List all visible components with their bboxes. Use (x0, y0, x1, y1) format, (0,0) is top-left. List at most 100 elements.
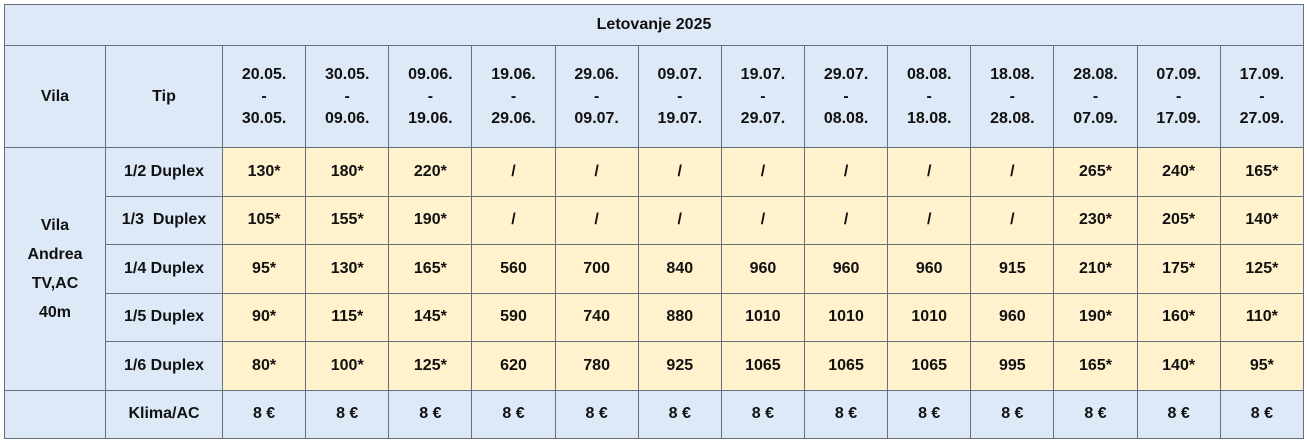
date-sep: - (593, 87, 600, 105)
date-to: 29.06. (491, 109, 536, 127)
price-cell: 190* (388, 195, 473, 245)
date-header: 29.06. - 09.07. (554, 45, 639, 148)
tip-cell: 1/6 Duplex (105, 341, 223, 391)
price-cell: / (471, 147, 556, 197)
date-from: 09.06. (408, 65, 453, 83)
price-cell: 130* (305, 244, 390, 294)
price-cell: 8 € (388, 389, 473, 439)
tip-cell: 1/2 Duplex (105, 147, 223, 197)
date-from: 20.05. (241, 65, 287, 83)
price-cell: 8 € (305, 389, 390, 439)
price-cell: 960 (887, 244, 972, 294)
date-header: 19.06. - 29.06. (471, 45, 556, 148)
price-cell: 115* (305, 292, 390, 342)
date-sep: - (1009, 87, 1015, 105)
price-cell: 1010 (887, 292, 972, 342)
date-from: 28.08. (1073, 65, 1118, 83)
price-cell: 8 € (554, 389, 639, 439)
price-cell: 8 € (887, 389, 972, 439)
header-row: Vila Tip 20.05. - 30.05. 30.05. - 09.06. 09.06. -… (4, 45, 1305, 148)
date-sep: - (843, 87, 849, 105)
price-cell: 880 (637, 292, 722, 342)
price-cell: 960 (970, 292, 1055, 342)
date-to: 19.07. (657, 109, 703, 127)
price-cell: / (887, 195, 972, 245)
price-cell: 240* (1136, 147, 1221, 197)
date-from: 29.06. (574, 65, 619, 83)
date-header: 09.07. - 19.07. (637, 45, 722, 148)
vila-line: Vila (40, 216, 70, 234)
price-cell: 8 € (970, 389, 1055, 439)
price-cell: 180* (305, 147, 390, 197)
tip-cell: 1/3 Duplex (105, 195, 223, 245)
date-from: 30.05. (324, 65, 370, 83)
tip-cell: 1/5 Duplex (105, 292, 223, 342)
table-title: Letovanje 2025 (3, 4, 1305, 46)
tip-cell: Klima/AC (105, 389, 223, 439)
data-row: 1/6 Duplex 80* 100* 125* 620 780 925 1065 1065 10… (5, 341, 1305, 391)
price-cell: / (803, 195, 889, 245)
data-row: Klima/AC 8 €8 €8 €8 €8 €8 €8 €8 €8 €8 €8 … (4, 389, 1305, 439)
price-cell: 915 (970, 244, 1055, 294)
price-cell: 1065 (720, 341, 805, 391)
price-cell: / (970, 147, 1055, 197)
data-row: 1/3 Duplex 105* 155* 190* / / / / / //230* 205* 140… (5, 195, 1305, 245)
date-header: 17.09. - 27.09. (1219, 45, 1305, 148)
price-cell: 960 (803, 244, 889, 294)
vila-header: Vila (4, 45, 106, 148)
price-cell: 165* (1053, 341, 1138, 391)
price-cell: 190* (1053, 292, 1138, 342)
vila-line: TV,AC (31, 274, 79, 292)
price-cell: 700 (554, 244, 639, 294)
date-header: 19.07. - 29.07. (720, 45, 805, 148)
price-cell: 130* (221, 147, 307, 197)
price-cell: 8 € (720, 389, 805, 439)
price-cell: 95* (1219, 341, 1305, 391)
date-to: 07.09. (1073, 109, 1118, 127)
date-sep: - (1092, 87, 1099, 105)
price-cell: 105* (221, 195, 307, 245)
data-row: Vila Andrea TV,AC 40m 1/2 Duplex 130* 180* 220*… (4, 147, 1305, 391)
date-header: 07.09. - 17.09. (1136, 45, 1221, 148)
price-cell: 140* (1136, 341, 1221, 391)
price-cell: 140* (1219, 195, 1305, 245)
date-to: 09.06. (324, 109, 370, 127)
price-cell: / (887, 147, 972, 197)
price-cell: / (970, 195, 1055, 245)
date-header: 20.05. - 30.05. (221, 45, 307, 148)
date-to: 19.06. (408, 109, 453, 127)
date-from: 18.08. (990, 65, 1035, 83)
price-cell: / (720, 147, 805, 197)
price-cell: 160* (1136, 292, 1221, 342)
price-cell: 8 € (1136, 389, 1221, 439)
price-cell: 8 € (803, 389, 889, 439)
date-to: 09.07. (574, 109, 619, 127)
price-cell: 165* (1219, 147, 1305, 197)
date-to: 28.08. (990, 109, 1035, 127)
price-cell: 80* (221, 341, 307, 391)
date-from: 17.09. (1239, 65, 1285, 83)
date-sep: - (677, 87, 683, 105)
price-cell: 780 (554, 341, 639, 391)
price-cell: 125* (1219, 244, 1305, 294)
price-cell: / (554, 195, 639, 245)
vila-line: 40m (38, 303, 72, 321)
date-sep: - (510, 87, 517, 105)
date-sep: - (344, 87, 350, 105)
price-cell: 8 € (1053, 389, 1138, 439)
price-cell: 100* (305, 341, 390, 391)
price-cell: 740 (554, 292, 639, 342)
date-header: 18.08. - 28.08. (970, 45, 1055, 148)
date-header: 29.07. - 08.08. (803, 45, 889, 148)
tip-header: Tip (105, 45, 223, 148)
date-from: 07.09. (1156, 65, 1201, 83)
price-cell: 590 (471, 292, 556, 342)
price-cell: 560 (471, 244, 556, 294)
price-cell: / (637, 147, 722, 197)
date-sep: - (1175, 87, 1182, 105)
price-cell: / (471, 195, 556, 245)
price-cell: 620 (471, 341, 556, 391)
price-cell: 210* (1053, 244, 1138, 294)
price-cell: 205* (1136, 195, 1221, 245)
